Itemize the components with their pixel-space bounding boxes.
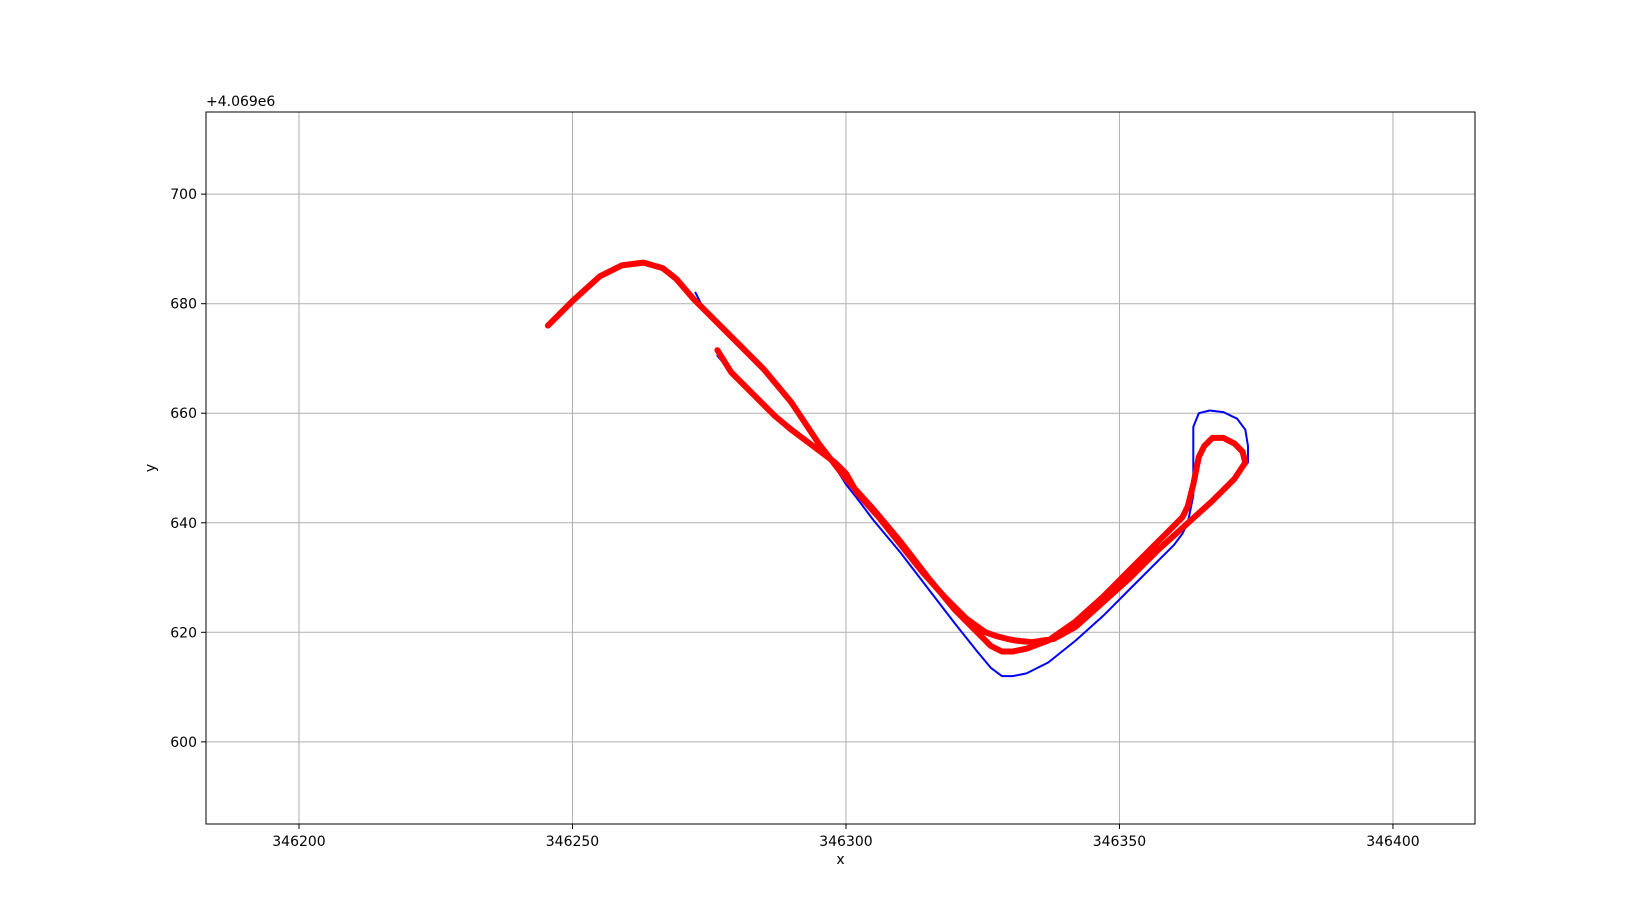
- x-tick-label: 346250: [546, 834, 599, 850]
- x-axis-label: x: [836, 852, 844, 868]
- y-tick-label: 620: [170, 625, 197, 641]
- y-tick-label: 600: [170, 735, 197, 751]
- y-tick-label: 700: [170, 187, 197, 203]
- plot-series: [544, 259, 1249, 678]
- blue-trajectory-line: [694, 291, 1249, 678]
- y-tick-label: 660: [170, 406, 197, 422]
- x-tick-label: 346400: [1366, 834, 1419, 850]
- x-tick-label: 346350: [1093, 834, 1146, 850]
- y-offset-label: +4.069e6: [206, 94, 275, 110]
- axis-ticks: 346200 346250 346300 346350 346400 600 620 640 6…: [170, 187, 1419, 850]
- y-tick-label: 680: [170, 297, 197, 313]
- y-tick-label: 640: [170, 516, 197, 532]
- x-tick-label: 346300: [819, 834, 872, 850]
- grid: [206, 112, 1475, 824]
- x-tick-label: 346200: [272, 834, 325, 850]
- y-axis-label: y: [143, 464, 159, 472]
- red-trajectory-line: [544, 259, 1249, 655]
- plot-frame: [205, 111, 1476, 825]
